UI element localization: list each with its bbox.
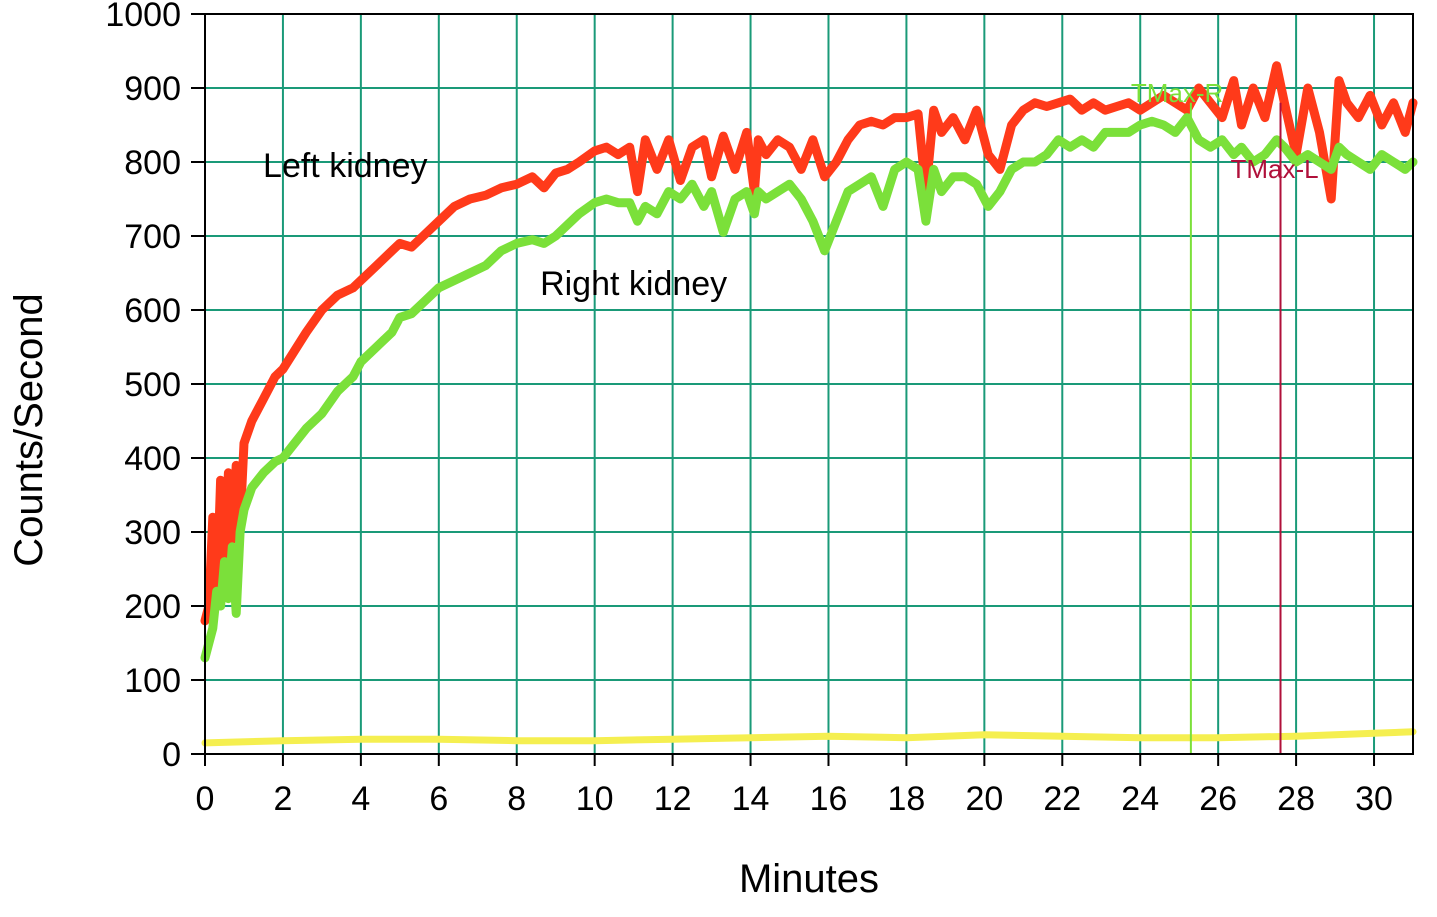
y-tick-label: 100 xyxy=(124,662,181,700)
y-tick-label: 300 xyxy=(124,514,181,552)
y-tick-label: 900 xyxy=(124,70,181,108)
series-line-1 xyxy=(200,113,1418,663)
y-tick-label: 1000 xyxy=(105,0,181,34)
series-lines xyxy=(200,61,1418,747)
annotation-1: Right kidney xyxy=(540,265,727,303)
y-tick-label: 700 xyxy=(124,218,181,256)
y-tick-label: 600 xyxy=(124,292,181,330)
tmax-label-0: TMax-R xyxy=(1131,78,1223,108)
x-tick-label: 22 xyxy=(1043,780,1081,818)
series-line-0 xyxy=(200,61,1418,626)
x-tick-label: 16 xyxy=(810,780,848,818)
y-tick-label: 800 xyxy=(124,144,181,182)
y-tick-label: 0 xyxy=(162,736,181,774)
tmax-label-1: TMax-L xyxy=(1231,154,1319,184)
x-tick-label: 24 xyxy=(1121,780,1159,818)
x-axis-title: Minutes xyxy=(739,857,879,901)
x-tick-label: 4 xyxy=(351,780,370,818)
x-tick-label: 18 xyxy=(888,780,926,818)
tmax-markers: TMax-R TMax-L xyxy=(1131,78,1319,754)
x-tick-label: 10 xyxy=(576,780,614,818)
series-annotations: Left kidney Right kidney xyxy=(263,147,727,303)
grid-lines xyxy=(204,13,1413,755)
x-tick-label: 2 xyxy=(273,780,292,818)
x-tick-label: 14 xyxy=(732,780,770,818)
y-tick-label: 500 xyxy=(124,366,181,404)
y-tick-label: 400 xyxy=(124,440,181,478)
y-axis-ticks: 0 100 200 300 400 500 600 700 800 900 1000 xyxy=(105,0,205,774)
x-tick-label: 28 xyxy=(1277,780,1315,818)
annotation-0: Left kidney xyxy=(263,147,427,185)
x-tick-label: 12 xyxy=(654,780,692,818)
x-tick-label: 0 xyxy=(196,780,215,818)
x-tick-label: 8 xyxy=(507,780,526,818)
x-tick-label: 30 xyxy=(1355,780,1393,818)
y-tick-label: 200 xyxy=(124,588,181,626)
series-line-2 xyxy=(201,728,1417,747)
x-tick-label: 26 xyxy=(1199,780,1237,818)
x-axis-ticks: 0 2 4 6 8 10 12 14 16 18 20 22 24 26 28 30 xyxy=(196,754,1393,818)
x-tick-label: 6 xyxy=(429,780,448,818)
x-tick-label: 20 xyxy=(965,780,1003,818)
y-axis-title: Counts/Second xyxy=(7,293,51,567)
